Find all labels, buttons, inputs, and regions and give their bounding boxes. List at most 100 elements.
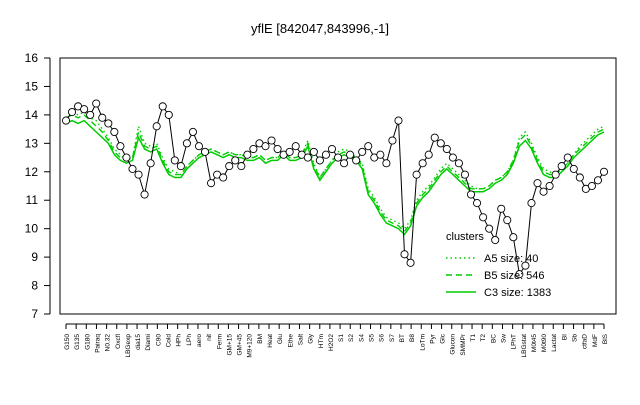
data-point xyxy=(569,164,578,173)
data-point xyxy=(340,159,349,168)
series-layer xyxy=(65,111,605,236)
x-tick-label: Pyr xyxy=(429,333,436,344)
points-layer xyxy=(61,99,609,279)
x-tick-label: BT xyxy=(399,334,406,342)
data-point xyxy=(406,258,415,267)
data-point xyxy=(346,150,355,159)
data-point xyxy=(303,153,312,162)
x-tick-label: BC xyxy=(490,334,497,343)
data-point xyxy=(509,233,518,242)
x-tick-label: T2 xyxy=(480,334,487,342)
legend-label-1: A5 size: 40 xyxy=(484,253,538,265)
x-tick-label: G150 xyxy=(64,334,71,350)
data-point xyxy=(521,261,530,270)
y-tick-label: 9 xyxy=(31,250,38,264)
data-point xyxy=(394,116,403,125)
x-tick-label: C90 xyxy=(155,334,162,346)
data-point xyxy=(563,153,572,162)
x-tick-label: S5 xyxy=(369,334,376,342)
x-tick-label: N0.32 xyxy=(105,334,112,352)
y-tick-label: 16 xyxy=(25,51,39,65)
x-tick-label: M0t45 xyxy=(531,334,538,352)
data-point xyxy=(466,190,476,199)
x-tick-label: LPhT xyxy=(511,334,518,350)
data-point xyxy=(231,156,240,165)
data-point xyxy=(352,156,361,165)
x-tick-label: GM+45 xyxy=(237,334,244,356)
data-point xyxy=(140,190,149,199)
x-tick-label: Sw xyxy=(500,334,507,343)
x-tick-label: BM xyxy=(257,334,264,344)
x-tick-label: Ethe xyxy=(287,334,294,348)
x-tick-label: M0t90 xyxy=(541,334,548,352)
x-tick-label: S2 xyxy=(348,334,355,342)
data-point xyxy=(527,199,536,208)
legend: clusters A5 size: 40 B5 size: 546 C3 size:… xyxy=(446,231,551,299)
x-tick-label: HPh xyxy=(176,334,183,347)
data-point xyxy=(291,142,300,151)
y-tick-label: 13 xyxy=(25,136,39,150)
data-point xyxy=(98,113,107,122)
data-point xyxy=(67,107,77,117)
points-connector xyxy=(65,102,605,276)
data-point xyxy=(503,216,512,225)
data-point xyxy=(587,181,596,191)
x-tick-label: G135 xyxy=(74,334,81,350)
data-point xyxy=(412,170,421,179)
x-tick-label: Glucon xyxy=(450,334,457,355)
x-tick-label: Pairaq xyxy=(94,334,101,353)
data-point xyxy=(134,170,143,179)
x-tick-label: GM+15 xyxy=(226,334,233,356)
data-point xyxy=(249,144,258,154)
x-tick-label: S1 xyxy=(338,334,345,342)
x-tick-label: Gly xyxy=(308,333,315,344)
x-tick-label: S4 xyxy=(358,334,365,342)
data-point xyxy=(497,204,506,213)
data-point xyxy=(176,162,185,171)
data-point xyxy=(388,136,397,145)
data-point xyxy=(418,159,427,168)
x-axis: G150 G135 G180 Pairaq N0.32 Oxcfl LBGexp dia15 D… xyxy=(64,323,609,358)
y-tick-label: 15 xyxy=(25,79,39,93)
data-point xyxy=(448,153,457,162)
data-point xyxy=(225,162,234,171)
x-tick-label: Oxcfl xyxy=(115,333,122,348)
x-tick-label: Ferm xyxy=(216,334,223,349)
data-point xyxy=(261,142,270,151)
data-point xyxy=(593,176,603,185)
data-point xyxy=(164,110,173,119)
data-point xyxy=(491,235,500,245)
x-tick-label: BI xyxy=(561,334,568,340)
data-point xyxy=(473,199,482,208)
data-point xyxy=(61,116,71,125)
data-point xyxy=(128,164,137,173)
x-tick-label: Glu xyxy=(277,334,284,345)
x-tick-label: H2O2 xyxy=(328,334,335,351)
data-point xyxy=(285,147,294,156)
data-point xyxy=(273,144,282,154)
data-point xyxy=(104,119,113,128)
data-point xyxy=(551,170,560,179)
x-tick-label: LBGstat xyxy=(521,334,528,358)
data-point xyxy=(533,179,542,188)
data-point xyxy=(327,144,337,154)
x-tick-label: SMMPr xyxy=(460,333,467,356)
data-point xyxy=(146,159,155,168)
data-point xyxy=(200,147,210,156)
x-tick-label: nit xyxy=(206,334,213,341)
y-tick-label: 10 xyxy=(25,222,39,236)
data-point xyxy=(188,127,197,137)
y-tick-label: 11 xyxy=(26,193,39,207)
series-line-1 xyxy=(65,111,605,230)
x-tick-label: G180 xyxy=(84,334,91,350)
x-tick-label: dia15 xyxy=(135,334,142,350)
data-point xyxy=(442,144,451,154)
x-tick-label: LPh xyxy=(186,334,193,346)
data-point xyxy=(376,150,385,159)
x-tick-label: HTm xyxy=(318,334,325,348)
x-tick-label: Heat xyxy=(267,334,274,348)
data-point xyxy=(515,270,524,279)
x-tick-label: Lactat xyxy=(551,334,558,352)
data-point xyxy=(358,147,367,156)
data-point xyxy=(219,173,228,182)
